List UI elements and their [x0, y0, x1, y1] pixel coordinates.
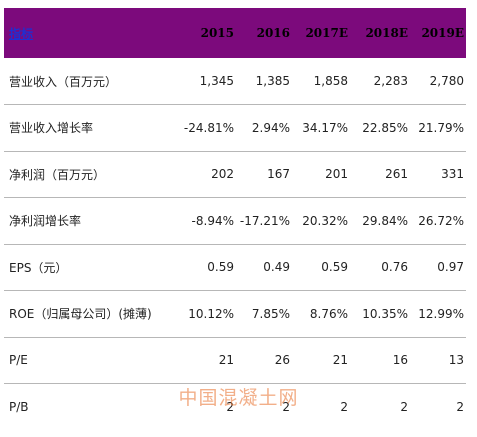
table-cell: 10.12% — [176, 290, 236, 338]
table-row: EPS（元） 0.59 0.49 0.59 0.76 0.97 — [4, 244, 466, 291]
table-cell: 2 — [226, 400, 234, 414]
table-cell: 1,385 — [236, 58, 292, 105]
row-label: 净利润增长率 — [4, 197, 176, 245]
table-cell: 331 — [410, 151, 466, 198]
table-row: ROE（归属母公司）(摊薄) 10.12% 7.85% 8.76% 10.35%… — [4, 290, 466, 338]
row-label: 营业收入增长率 — [4, 104, 176, 152]
table-cell: 1,345 — [176, 58, 236, 105]
table-cell: 26 — [236, 337, 292, 384]
table-cell: -17.21% — [236, 197, 292, 245]
table-cell: 29.84% — [350, 197, 410, 245]
table-cell: 21.79% — [410, 104, 466, 152]
table-cell: 0.76 — [350, 244, 410, 291]
table-cell: 0.97 — [410, 244, 466, 291]
table-cell: 2,780 — [410, 58, 466, 105]
table-cell: 167 — [236, 151, 292, 198]
header-year-2019e: 2019E — [421, 26, 464, 40]
table-cell: 1,858 — [292, 58, 350, 105]
table-cell: -8.94% — [176, 197, 236, 245]
table-cell: 0.59 — [292, 244, 350, 291]
table-row: P/B 2 2 2 2 2 — [4, 384, 466, 431]
table-cell: 21 — [292, 337, 350, 384]
header-year-2017e: 2017E — [305, 26, 348, 40]
table-cell: 22.85% — [350, 104, 410, 152]
table-cell: 8.76% — [292, 290, 350, 338]
table-cell: 2 — [340, 400, 348, 414]
table-cell: 202 — [176, 151, 236, 198]
table-row: 营业收入（百万元） 1,345 1,385 1,858 2,283 2,780 — [4, 58, 466, 105]
table-cell: 2 — [400, 400, 408, 414]
table-cell: 2 — [456, 400, 464, 414]
table-row: 营业收入增长率 -24.81% 2.94% 34.17% 22.85% 21.7… — [4, 104, 466, 152]
table-cell: 21 — [176, 337, 236, 384]
header-indicator-link[interactable]: 指标 — [9, 26, 34, 41]
table-cell: 26.72% — [410, 197, 466, 245]
table-row: 净利润增长率 -8.94% -17.21% 20.32% 29.84% 26.7… — [4, 197, 466, 245]
table-cell: 10.35% — [350, 290, 410, 338]
table-cell: 2 — [282, 400, 290, 414]
table-cell: 0.49 — [236, 244, 292, 291]
table-row: 净利润（百万元） 202 167 201 261 331 — [4, 151, 466, 198]
table-cell: 20.32% — [292, 197, 350, 245]
row-label: ROE（归属母公司）(摊薄) — [4, 290, 176, 338]
row-label: P/B — [9, 400, 29, 414]
row-label: 营业收入（百万元） — [4, 58, 176, 105]
row-label: EPS（元） — [4, 244, 176, 291]
table-cell: 201 — [292, 151, 350, 198]
table-row: P/E 21 26 21 16 13 — [4, 337, 466, 384]
table-cell: 12.99% — [410, 290, 466, 338]
header-year-2016: 2016 — [256, 26, 290, 40]
table-cell: 261 — [350, 151, 410, 198]
table-cell: 34.17% — [292, 104, 350, 152]
header-year-2015: 2015 — [200, 26, 234, 40]
table-cell: 7.85% — [236, 290, 292, 338]
table-header-row: 指标 2015 2016 2017E 2018E 2019E — [4, 8, 466, 58]
table-cell: 16 — [350, 337, 410, 384]
row-label: P/E — [4, 337, 176, 384]
table-cell: 0.59 — [176, 244, 236, 291]
table-cell: 2.94% — [236, 104, 292, 152]
table-cell: -24.81% — [176, 104, 236, 152]
row-label: 净利润（百万元） — [4, 151, 176, 198]
table-cell: 2,283 — [350, 58, 410, 105]
header-year-2018e: 2018E — [365, 26, 408, 40]
financial-forecast-table: 指标 2015 2016 2017E 2018E 2019E 营业收入（百万元）… — [4, 8, 466, 430]
table-cell: 13 — [410, 337, 466, 384]
